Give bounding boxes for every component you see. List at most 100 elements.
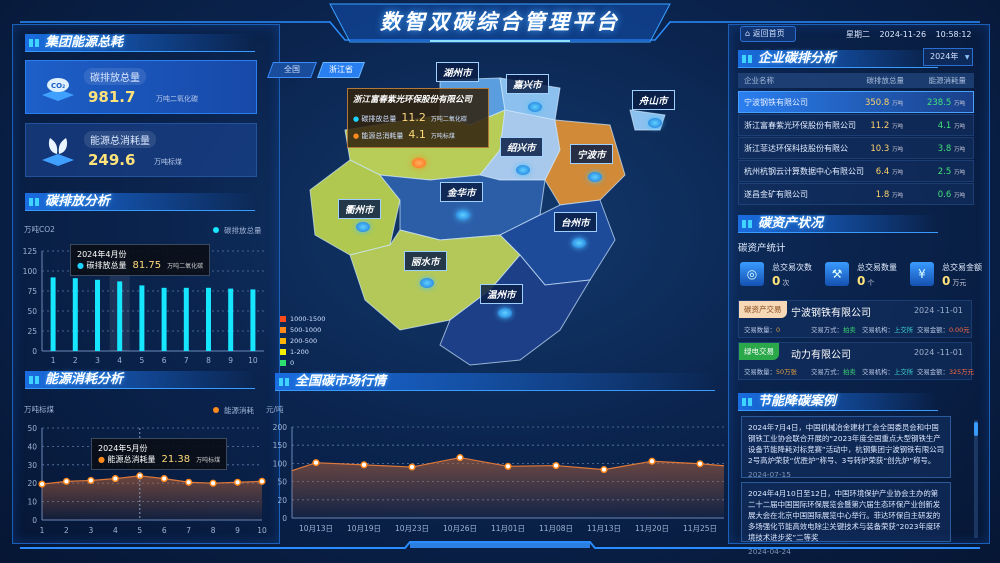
- co2-cloud-icon: CO₂: [42, 78, 74, 101]
- data-point: [648, 457, 656, 465]
- section-header-enterprise: 企业碳排分析: [738, 50, 938, 68]
- legend-label: 能源消耗: [224, 405, 254, 415]
- map-label-jinhua[interactable]: 金华市: [440, 182, 483, 202]
- map-pin-icon[interactable]: [356, 222, 370, 232]
- y-tick-label: 40: [27, 442, 37, 451]
- map-pin-icon[interactable]: [648, 118, 662, 128]
- asset-stat: ⚒ 总交易数量 0 个: [825, 262, 910, 292]
- legend-swatch: [280, 326, 286, 333]
- data-point: [87, 476, 95, 484]
- legend-item: 500-1000: [280, 324, 325, 335]
- map-label-zhoushan[interactable]: 舟山市: [632, 90, 675, 110]
- x-tick-label: 11月01日: [491, 524, 525, 533]
- carbon-assets-subtitle: 碳资产统计: [738, 243, 786, 254]
- area-fill: [292, 457, 724, 518]
- bar: [206, 287, 211, 351]
- y-tick-label: 20: [277, 496, 287, 505]
- x-tick-label: 10: [257, 526, 267, 535]
- legend-label: 碳排放总量: [224, 225, 262, 235]
- y-axis-label: 元/吨: [266, 404, 284, 414]
- area-fill: [42, 475, 262, 520]
- data-point: [504, 462, 512, 470]
- bar: [161, 287, 167, 351]
- section-header-cases: 节能降碳案例: [738, 393, 938, 411]
- case-item[interactable]: 2024年4月10日至12日，中国环境保护产业协会主办的第二十二届中国国际环保展…: [741, 482, 951, 556]
- cases-scrollbar[interactable]: [974, 420, 978, 538]
- home-button[interactable]: ⌂ 返回首页: [740, 26, 796, 42]
- map-label-huzhou[interactable]: 湖州市: [436, 62, 479, 82]
- y-tick-label: 75: [27, 287, 37, 296]
- legend-swatch: [280, 348, 286, 355]
- data-point: [552, 462, 560, 470]
- leaf-icon: [42, 138, 74, 166]
- enterprise-row[interactable]: 宁波钢铁有限公司 350.8 万吨 238.5 万吨: [738, 91, 974, 113]
- datetime: 星期二 2024-11-26 10:58:12: [846, 30, 972, 39]
- x-tick-label: 2: [64, 526, 69, 535]
- carbon-bar-chart: 0 25 50 75 100 125 万吨CO2 碳排放总量 1 2 3 4 5 6 7 8 9 10: [23, 224, 264, 365]
- section-header-group-energy: 集团能源总耗: [25, 34, 255, 52]
- map-label-lishui[interactable]: 丽水市: [404, 251, 447, 271]
- data-point: [600, 466, 608, 474]
- map-label-quzhou[interactable]: 衢州市: [338, 199, 381, 219]
- trade-item[interactable]: 碳资产交易 宁波钢铁有限公司 2024 -11-01 交易数量：0 交易方式：拍卖 …: [738, 300, 972, 338]
- x-tick-label: 11月20日: [635, 524, 669, 533]
- y-tick-label: 0: [282, 514, 287, 523]
- x-tick-label: 7: [186, 526, 191, 535]
- legend-item: 1-200: [280, 346, 325, 357]
- enterprise-row[interactable]: 浙江富春紫光环保股份有限公司 11.2 万吨 4.1 万吨: [738, 114, 974, 136]
- map-pin-icon[interactable]: [588, 172, 602, 182]
- x-tick-label: 9: [235, 526, 240, 535]
- legend-item: 0: [280, 357, 325, 368]
- section-header-carbon-assets: 碳资产状况: [738, 215, 938, 233]
- map-pin-icon[interactable]: [456, 210, 470, 220]
- left-panel: [12, 24, 280, 544]
- x-tick-label: 7: [184, 356, 189, 365]
- bar: [95, 279, 100, 351]
- map-pin-icon[interactable]: [516, 165, 530, 175]
- enterprise-table-header: 企业名称 碳排放总量 能源消耗量: [738, 73, 974, 88]
- trade-item[interactable]: 绿电交易 动力有限公司 2024 -11-01 交易数量：50万张 交易方式：拍卖 …: [738, 342, 974, 380]
- bar: [250, 289, 256, 351]
- bar: [72, 278, 78, 351]
- data-point: [38, 480, 46, 488]
- map-label-wenzhou[interactable]: 温州市: [480, 284, 523, 304]
- data-point: [696, 460, 704, 468]
- home-icon: ⌂: [745, 29, 751, 38]
- data-point: [258, 477, 266, 485]
- map-pin-icon[interactable]: [420, 278, 434, 288]
- map-pin-icon[interactable]: [572, 238, 586, 248]
- map-label-jiaxing[interactable]: 嘉兴市: [506, 74, 549, 94]
- bar: [50, 277, 56, 351]
- map-label-taizhou[interactable]: 台州市: [554, 212, 597, 232]
- bar: [183, 287, 189, 351]
- case-item[interactable]: 2024年7月4日，中国机械冶金建材工会全国委员会和中国钢铁工业协会联合开展的“…: [741, 416, 951, 479]
- enterprise-row[interactable]: 遂昌金矿有限公司 1.8 万吨 0.6 万吨: [738, 183, 974, 205]
- data-point: [209, 479, 217, 487]
- x-tick-label: 10月23日: [395, 524, 429, 533]
- page-title: 数智双碳综合管理平台: [380, 10, 620, 34]
- right-panel: [728, 24, 990, 544]
- year-select[interactable]: 2024年 ▼: [923, 48, 973, 66]
- map-pin-selected-icon[interactable]: [412, 158, 426, 168]
- map-label-ningbo[interactable]: 宁波市: [570, 144, 613, 164]
- x-tick-label: 10月19日: [347, 524, 381, 533]
- map-pin-icon[interactable]: [498, 308, 512, 318]
- map-pin-icon[interactable]: [528, 102, 542, 112]
- legend-marker: [213, 227, 219, 233]
- section-header-market: 全国碳市场行情: [275, 373, 715, 391]
- carbon-total-card: CO₂ 碳排放总量 981.7 万吨二氧化碳: [25, 60, 257, 114]
- map-legend: 1000-1500 500-1000 200-500 1-200 0: [280, 313, 325, 368]
- map-label-shaoxing[interactable]: 绍兴市: [500, 137, 543, 157]
- x-tick-label: 8: [211, 526, 216, 535]
- data-point: [185, 478, 193, 486]
- zhejiang-map: [309, 77, 666, 366]
- data-point: [62, 477, 70, 485]
- data-point: [234, 478, 242, 486]
- legend-swatch: [280, 359, 286, 366]
- enterprise-row[interactable]: 杭州杭钢云计算数据中心有限公司 6.4 万吨 2.5 万吨: [738, 160, 974, 182]
- y-tick-label: 200: [273, 423, 288, 432]
- x-tick-label: 5: [137, 526, 142, 535]
- legend-item: 1000-1500: [280, 313, 325, 324]
- map-region-wenzhou: [439, 254, 591, 366]
- enterprise-row[interactable]: 浙江菲达环保科技股份有限公 10.3 万吨 3.8 万吨: [738, 137, 974, 159]
